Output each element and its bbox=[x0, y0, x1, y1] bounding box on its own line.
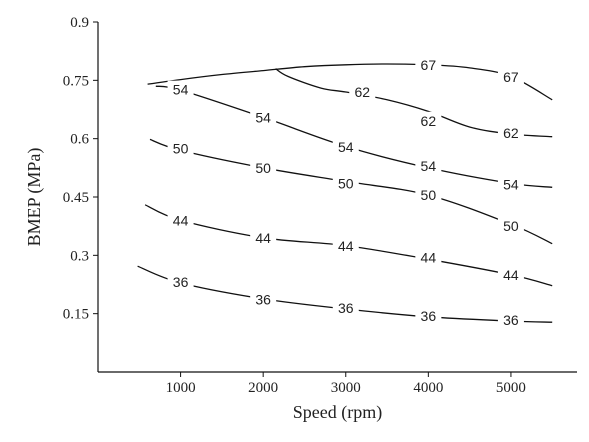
contour-label-gap bbox=[250, 290, 277, 309]
contour-label-gap bbox=[167, 80, 194, 99]
contour-label-44: 44 bbox=[421, 250, 437, 266]
y-tick-label: 0.6 bbox=[70, 132, 89, 148]
contour-label-gap bbox=[415, 186, 442, 205]
x-axis-ticks: 1000 2000 3000 4000 5000 bbox=[166, 372, 526, 396]
contour-label-44: 44 bbox=[503, 267, 519, 283]
contour-label-67: 67 bbox=[421, 57, 437, 73]
contour-label-gap bbox=[497, 265, 524, 284]
contour-label-gap bbox=[497, 175, 524, 194]
contour-label-67: 67 bbox=[503, 69, 519, 85]
contour-label-44: 44 bbox=[173, 212, 189, 228]
x-tick-label: 2000 bbox=[248, 380, 278, 396]
contour-label-gap bbox=[167, 211, 194, 230]
y-tick-label: 0.9 bbox=[70, 15, 89, 31]
contour-label-gap bbox=[250, 228, 277, 247]
contour-label-gap bbox=[250, 108, 277, 127]
y-tick-label: 0.15 bbox=[63, 307, 89, 323]
contour-label-gap bbox=[167, 139, 194, 158]
contour-label-62: 62 bbox=[503, 125, 519, 141]
contour-label-54: 54 bbox=[503, 177, 519, 193]
y-axis-ticks: 0.15 0.3 0.45 0.6 0.75 0.9 bbox=[63, 15, 98, 323]
contour-label-54: 54 bbox=[255, 110, 271, 126]
contour-label-50: 50 bbox=[421, 187, 437, 203]
contour-label-gap bbox=[497, 68, 524, 87]
contour-label-gap bbox=[332, 174, 359, 193]
contour-label-50: 50 bbox=[173, 140, 189, 156]
contour-label-50: 50 bbox=[338, 175, 354, 191]
contour-label-44: 44 bbox=[255, 230, 271, 246]
x-tick-label: 4000 bbox=[413, 380, 443, 396]
y-tick-label: 0.3 bbox=[70, 248, 89, 264]
y-tick-label: 0.45 bbox=[63, 190, 89, 206]
contour-label-gap bbox=[332, 237, 359, 255]
y-tick-label: 0.75 bbox=[63, 73, 89, 89]
contour-label-gap bbox=[415, 55, 442, 74]
contour-label-gap bbox=[415, 111, 442, 130]
x-tick-label: 5000 bbox=[496, 380, 526, 396]
contour-label-54: 54 bbox=[338, 139, 354, 155]
contour-label-gap bbox=[167, 272, 194, 291]
contour-label-36: 36 bbox=[338, 300, 354, 316]
contour-label-36: 36 bbox=[173, 274, 189, 290]
contour-label-62: 62 bbox=[354, 84, 370, 100]
contour-label-36: 36 bbox=[255, 291, 271, 307]
contour-label-36: 36 bbox=[503, 312, 519, 328]
contour-label-54: 54 bbox=[173, 82, 189, 98]
contour-label-gap bbox=[332, 299, 359, 318]
contour-label-54: 54 bbox=[421, 158, 437, 174]
contour-label-gap bbox=[349, 83, 376, 101]
contour-label-50: 50 bbox=[503, 218, 519, 234]
y-axis-label: BMEP (MPa) bbox=[24, 148, 45, 247]
contour-label-62: 62 bbox=[421, 113, 437, 129]
x-axis-label: Speed (rpm) bbox=[293, 402, 382, 423]
contour-label-44: 44 bbox=[338, 238, 354, 254]
contour-label-gap bbox=[332, 138, 359, 157]
contour-label-gap bbox=[415, 307, 442, 325]
contour-label-gap bbox=[415, 156, 442, 175]
contour-label-36: 36 bbox=[421, 308, 437, 324]
x-tick-label: 3000 bbox=[331, 380, 361, 396]
contour-line-67 bbox=[147, 63, 553, 101]
contour-labels: 36 36 36 36 36 44 44 44 44 44 50 50 50 50 50 54 54 54 54 54… bbox=[167, 55, 524, 329]
contour-label-gap bbox=[497, 216, 524, 235]
contour-label-50: 50 bbox=[255, 160, 271, 176]
contour-label-gap bbox=[250, 158, 277, 177]
contour-label-gap bbox=[497, 310, 524, 329]
x-tick-label: 1000 bbox=[166, 380, 196, 396]
contour-label-gap bbox=[497, 123, 524, 142]
contour-label-gap bbox=[415, 248, 442, 267]
